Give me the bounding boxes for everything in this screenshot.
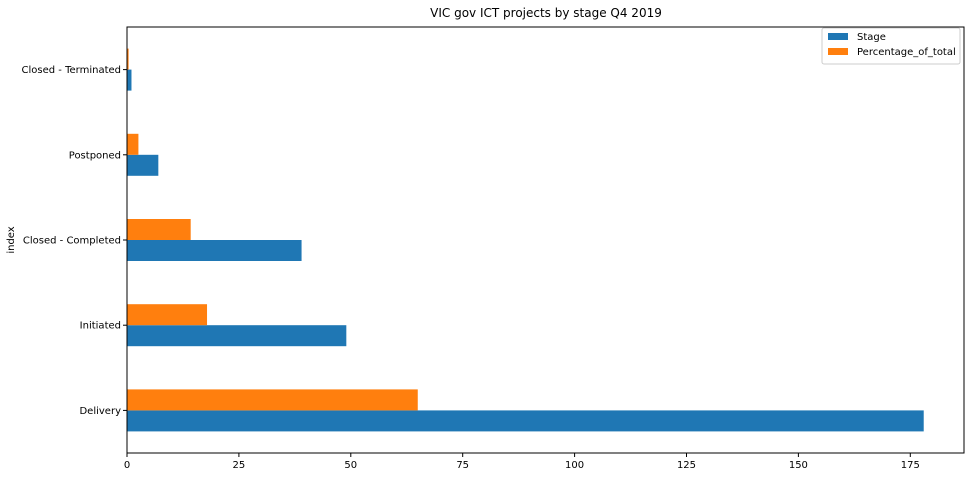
x-tick-label: 125 [677, 460, 696, 471]
bar-stage-closed-completed [127, 240, 302, 261]
x-tick-label: 100 [565, 460, 584, 471]
bar-percentage-of-total-closed-completed [127, 219, 191, 240]
x-tick-label: 150 [789, 460, 808, 471]
legend-swatch-stage [828, 33, 848, 40]
y-axis-label: index [6, 226, 17, 253]
x-tick-label: 25 [233, 460, 246, 471]
x-tick-label: 75 [456, 460, 469, 471]
bars-layer [127, 48, 924, 432]
legend-box [821, 27, 961, 65]
bar-stage-postponed [127, 154, 159, 176]
bar-percentage-of-total-postponed [127, 133, 139, 155]
y-tick-label: Closed - Terminated [22, 65, 121, 76]
y-tick-label: Initiated [80, 321, 121, 332]
chart-title: VIC gov ICT projects by stage Q4 2019 [430, 6, 662, 20]
bar-percentage-of-total-delivery [127, 389, 418, 411]
y-axis-ticks: Delivery Initiated Closed - Completed Postp… [22, 65, 127, 417]
bar-stage-initiated [127, 325, 347, 347]
legend: Stage Percentage_of_total [821, 27, 961, 65]
x-tick-label: 175 [901, 460, 920, 471]
y-tick-label: Closed - Completed [23, 236, 121, 247]
y-tick-label: Postponed [69, 150, 121, 161]
y-tick-label: Delivery [79, 406, 121, 417]
bar-stage-closed-terminated [127, 69, 132, 91]
bar-percentage-of-total-initiated [127, 304, 208, 326]
x-tick-label: 0 [124, 460, 130, 471]
x-axis-ticks: 0 25 50 75 100 125 150 175 [124, 453, 920, 471]
legend-label-stage: Stage [857, 32, 886, 43]
legend-swatch-percentage [828, 48, 848, 55]
bar-percentage-of-total-closed-terminated [127, 48, 129, 70]
x-tick-label: 50 [344, 460, 357, 471]
legend-label-percentage: Percentage_of_total [857, 47, 956, 58]
bar-stage-delivery [127, 410, 924, 432]
